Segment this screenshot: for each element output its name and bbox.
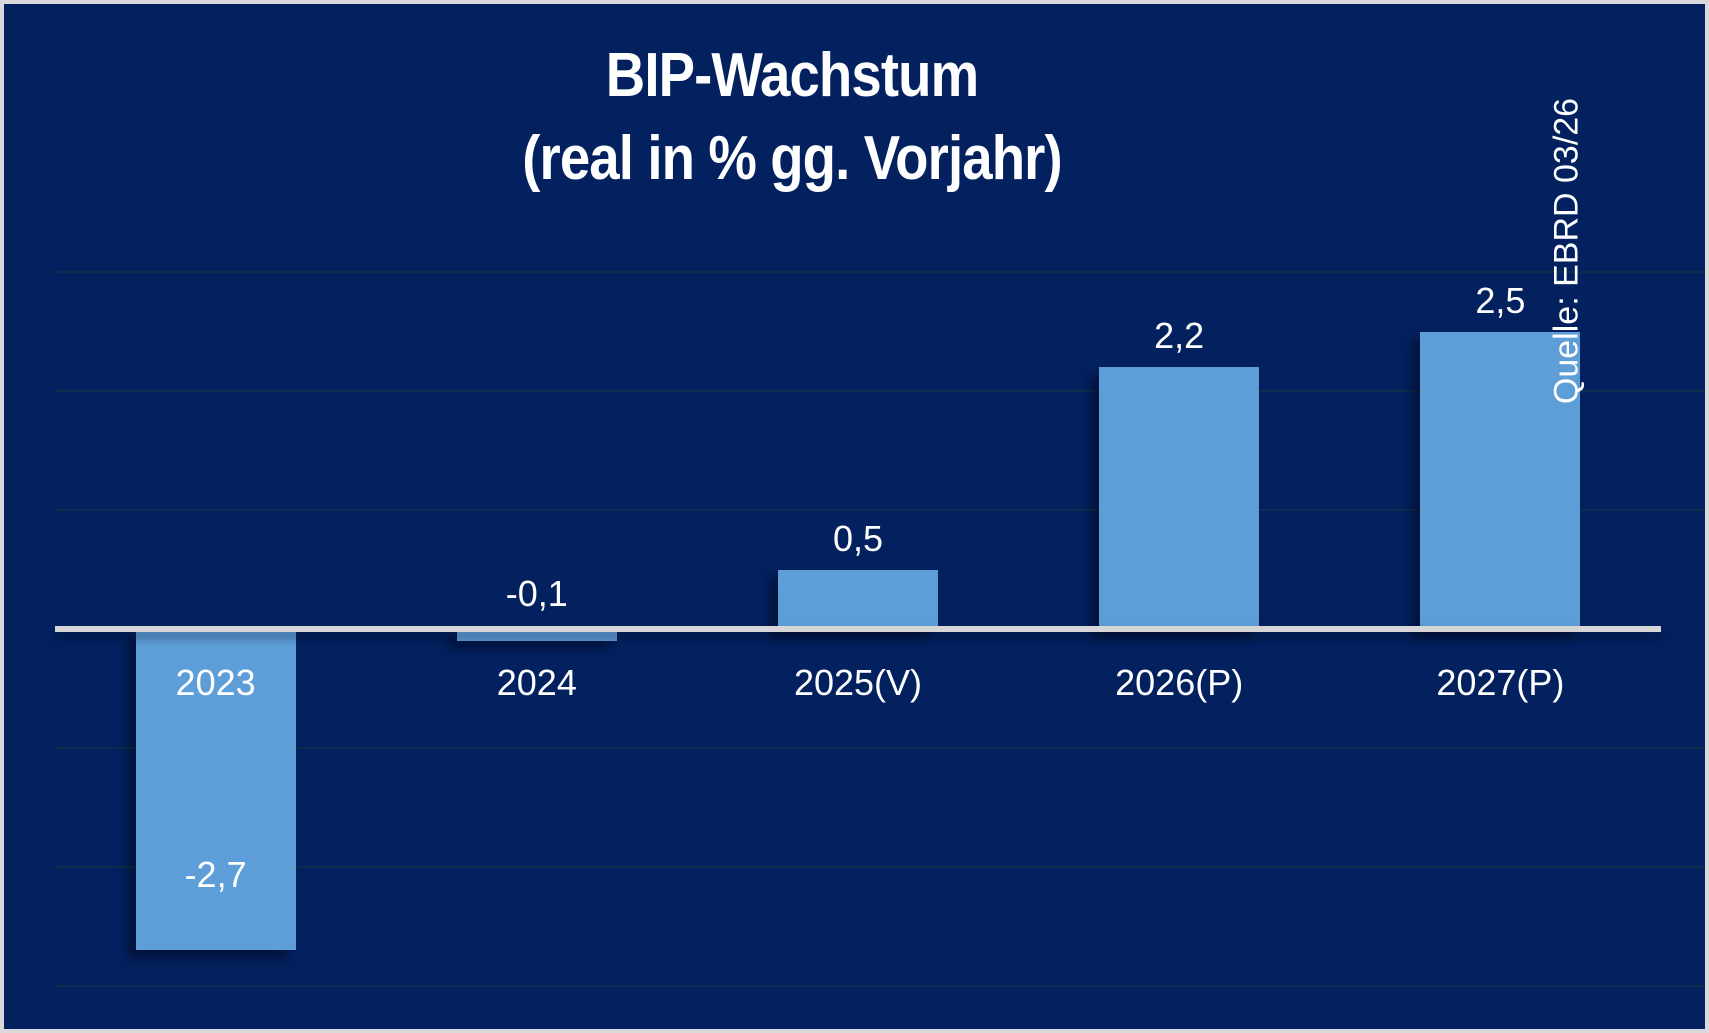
value-label-2024: -0,1 bbox=[505, 573, 568, 614]
category-label-2027(P): 2027(P) bbox=[1436, 662, 1565, 703]
category-label-2025(V): 2025(V) bbox=[793, 662, 923, 703]
value-label-2026(P): 2,2 bbox=[1154, 315, 1205, 357]
gridline bbox=[55, 271, 1704, 273]
gridline bbox=[55, 866, 1704, 868]
value-label-2025(V): 0,5 bbox=[832, 517, 884, 559]
value-label-2023: -2,7 bbox=[184, 854, 247, 896]
bar-2025(V) bbox=[778, 569, 938, 629]
chart-title-block: BIP-Wachstum (real in % gg. Vorjahr) bbox=[143, 34, 1442, 200]
category-label-2026(P): 2026(P) bbox=[1115, 662, 1244, 703]
gridline bbox=[55, 509, 1704, 511]
chart-subtitle: (real in % gg. Vorjahr) bbox=[522, 124, 1062, 193]
value-label-2027(P): 2,5 bbox=[1475, 279, 1526, 321]
bar-2026(P) bbox=[1099, 367, 1260, 629]
category-label-2023: 2023 bbox=[175, 662, 256, 703]
gridline bbox=[55, 747, 1704, 749]
zero-axis-line bbox=[55, 626, 1661, 632]
bar-2023 bbox=[135, 629, 296, 951]
gridline bbox=[55, 390, 1704, 392]
bar-2027(P) bbox=[1420, 331, 1581, 629]
category-label-2024: 2024 bbox=[496, 662, 577, 703]
source-label: Quelle: EBRD 03/26 bbox=[1547, 97, 1586, 405]
chart-title: BIP-Wachstum bbox=[605, 41, 979, 110]
bar-2024 bbox=[456, 629, 617, 641]
gridline bbox=[55, 985, 1704, 987]
